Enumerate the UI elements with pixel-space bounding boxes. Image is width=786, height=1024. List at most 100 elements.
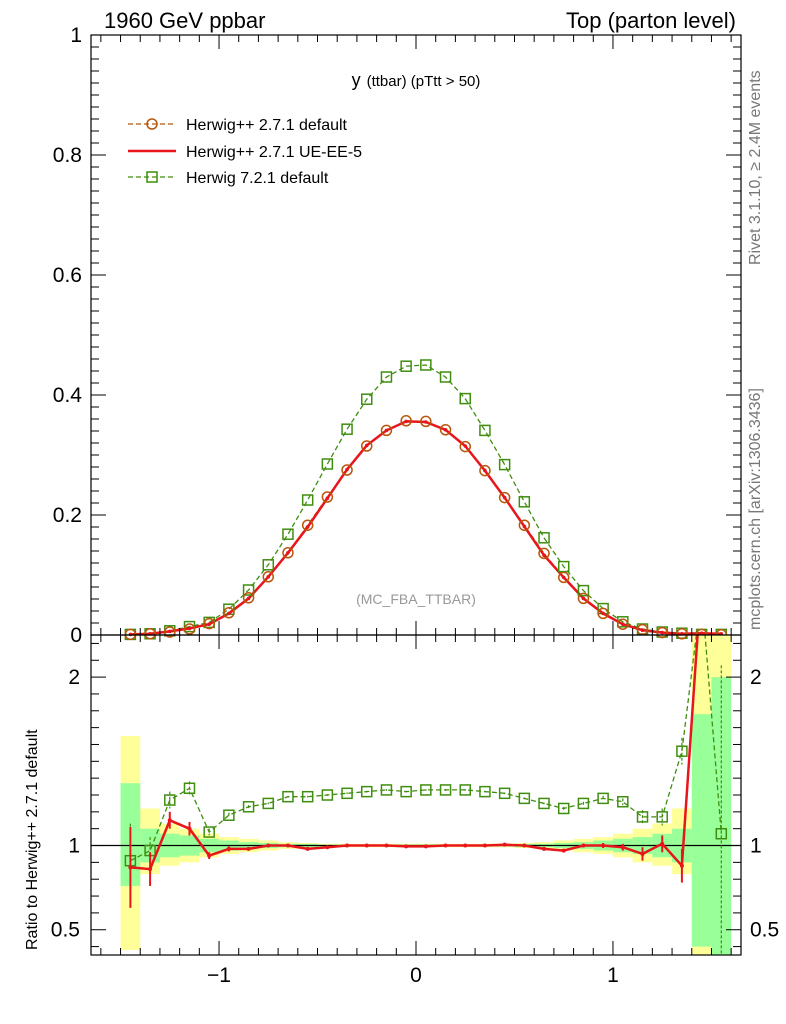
point-herwigpp-default: [439, 424, 452, 436]
point-herwigpp-default: [420, 415, 432, 428]
ratio-point-herwigpp-ueee5: [148, 867, 153, 872]
ratio-y-tick-label: 1: [68, 835, 80, 858]
ratio-point-herwigpp-ueee5: [542, 846, 547, 851]
point-herwig7-default: [301, 494, 314, 506]
point-herwig7-default: [557, 560, 570, 573]
ratio-point-herwig7-default: [636, 811, 649, 823]
legend-marker-herwig7-default: [146, 171, 158, 183]
series-line-herwig7-default: [130, 364, 722, 636]
ratio-point-herwig7-default: [557, 802, 570, 815]
ratio-point-herwig7-default: [321, 789, 334, 801]
header-left-label: 1960 GeV ppbar: [104, 8, 265, 33]
ratio-point-herwig7-default: [420, 784, 432, 796]
point-herwig7-default: [439, 371, 452, 383]
point-herwigpp-ueee5: [207, 622, 211, 626]
point-herwigpp-ueee5: [581, 596, 586, 601]
legend-label-herwig7-default: Herwig 7.2.1 default: [186, 170, 329, 187]
point-herwigpp-default: [183, 623, 196, 635]
point-herwigpp-default: [164, 626, 176, 638]
ratio-point-herwigpp-ueee5: [482, 843, 487, 848]
ratio-point-herwig7-default: [597, 792, 609, 805]
point-herwigpp-default: [459, 440, 471, 453]
legend-entry-herwigpp-ueee5: Herwig++ 2.7.1 UE-EE-5: [128, 144, 362, 161]
x-tick-label: 1: [607, 964, 619, 987]
ratio-axis-ticks: −1 0 1 0.5 0.5 1 1 2 2: [51, 635, 779, 987]
point-herwig7-default: [479, 424, 491, 437]
point-herwigpp-ueee5: [167, 629, 172, 634]
ratio-y-tick-label: 0.5: [51, 919, 80, 942]
ratio-point-herwig7-default: [656, 811, 668, 823]
ratio-point-herwigpp-ueee5: [561, 848, 566, 853]
ratio-point-herwig7-default: [242, 801, 255, 813]
point-herwig7-default: [538, 532, 550, 544]
point-herwigpp-ueee5: [325, 496, 330, 501]
ratio-point-herwigpp-ueee5: [601, 843, 606, 848]
ratio-y-tick-label: 2: [68, 666, 80, 689]
point-herwigpp-default: [341, 464, 353, 476]
ratio-panel-frame: [90, 634, 742, 956]
ratio-point-herwigpp-ueee5: [187, 826, 192, 831]
point-herwig7-default: [518, 496, 531, 508]
ratio-point-herwigpp-ueee5: [364, 843, 369, 848]
ratio-band-green: [691, 714, 712, 947]
legend-label-herwigpp-ueee5: Herwig++ 2.7.1 UE-EE-5: [186, 144, 362, 161]
ratio-point-herwigpp-ueee5: [325, 845, 330, 850]
ratio-point-herwig7-default: [262, 797, 275, 810]
point-herwig7-default: [341, 423, 353, 435]
legend-label-herwigpp-default: Herwig++ 2.7.1 default: [186, 117, 348, 134]
ratio-y-tick-label-right: 2: [750, 666, 762, 689]
ratio-panel: −1 0 1 0.5 0.5 1 1 2 2 Ratio to Herwig++ 2.7.1 d…: [24, 634, 779, 987]
point-herwigpp-default: [242, 592, 255, 604]
ratio-point-herwigpp-ueee5: [226, 846, 231, 851]
ratio-point-herwigpp-ueee5: [581, 843, 586, 848]
ratio-point-herwig7-default: [439, 784, 452, 796]
ratio-y-axis-label: Ratio to Herwig++ 2.7.1 default: [24, 729, 41, 950]
ratio-point-herwig7-default: [538, 797, 550, 810]
point-herwig7-default: [242, 584, 255, 596]
point-herwig7-default: [498, 458, 511, 471]
point-herwigpp-ueee5: [424, 420, 428, 424]
legend-entry-herwigpp-default: Herwig++ 2.7.1 default: [128, 117, 348, 134]
y-tick-label: 0: [70, 624, 82, 647]
point-herwigpp-default: [400, 415, 412, 427]
ratio-series-group: [124, 635, 728, 955]
mcplots-label: mcplots.cern.ch [arXiv:1306.3436]: [747, 388, 764, 630]
point-herwigpp-default: [203, 617, 215, 630]
point-herwigpp-default: [223, 607, 235, 619]
point-herwigpp-default: [479, 464, 491, 477]
point-herwigpp-default: [262, 571, 275, 583]
point-herwigpp-ueee5: [187, 626, 192, 631]
ratio-point-herwig7-default: [341, 787, 353, 800]
point-herwigpp-default: [361, 440, 373, 452]
point-herwigpp-ueee5: [364, 443, 369, 448]
ratio-plot-area: [91, 635, 741, 955]
ratio-point-herwig7-default: [577, 797, 590, 810]
ratio-point-herwig7-default: [183, 782, 196, 795]
ratio-point-herwig7-default: [479, 785, 491, 798]
ratio-point-herwig7-default: [617, 795, 629, 808]
ratio-point-herwig7-default: [498, 787, 511, 800]
legend-entry-herwig7-default: Herwig 7.2.1 default: [128, 170, 329, 187]
main-panel: 0 0.2 0.4 0.6 0.8 1 y (ttbar) (pTtt > 50) (MC_…: [53, 24, 742, 647]
point-herwigpp-ueee5: [640, 628, 645, 632]
ratio-point-herwigpp-ueee5: [167, 818, 172, 823]
ratio-point-herwigpp-ueee5: [640, 851, 645, 856]
main-title-symbol: y: [352, 70, 361, 90]
ratio-point-herwig7-default: [676, 745, 688, 757]
point-herwigpp-ueee5: [601, 611, 605, 616]
ratio-point-herwig7-default: [282, 790, 294, 803]
point-herwigpp-default: [656, 626, 668, 639]
main-title-sub: (ttbar) (pTtt > 50): [367, 73, 481, 90]
ratio-point-herwig7-default: [380, 784, 393, 796]
point-herwig7-default: [459, 392, 471, 405]
main-plot-area: [124, 359, 728, 641]
point-herwigpp-default: [301, 519, 314, 531]
ratio-point-herwig7-default: [361, 785, 373, 798]
point-herwig7-default: [262, 559, 275, 571]
legend-marker-herwigpp-default: [146, 118, 158, 130]
ratio-point-herwigpp-ueee5: [502, 842, 507, 847]
header-right-label: Top (parton level): [566, 8, 736, 33]
rivet-version-label: Rivet 3.1.10, ≥ 2.4M events: [747, 70, 764, 265]
main-axis-ticks: 0 0.2 0.4 0.6 0.8 1: [53, 24, 741, 647]
